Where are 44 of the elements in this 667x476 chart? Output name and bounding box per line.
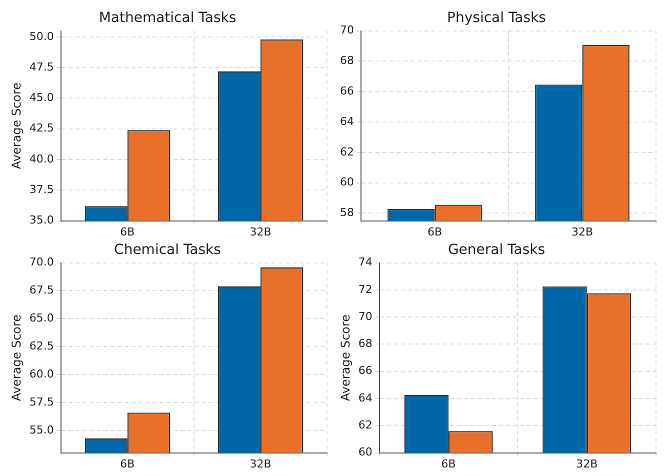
x-tick-label: 32B bbox=[250, 457, 272, 470]
y-tick-label: 74 bbox=[358, 256, 372, 269]
y-tick-label: 62 bbox=[358, 418, 372, 432]
chart-title: Physical Tasks bbox=[447, 10, 546, 26]
y-tick-label: 64 bbox=[340, 114, 354, 128]
y-tick-label: 70 bbox=[340, 24, 354, 37]
y-tick-label: 60 bbox=[358, 446, 372, 459]
y-tick-label: 35.0 bbox=[29, 214, 54, 227]
y-tick-label: 66 bbox=[358, 364, 372, 378]
chart-title: General Tasks bbox=[448, 242, 546, 258]
y-tick-label: 72 bbox=[358, 282, 372, 296]
y-tick-label: 57.5 bbox=[29, 395, 54, 408]
y-tick-label: 65.0 bbox=[29, 312, 54, 325]
y-tick-label: 60 bbox=[340, 176, 354, 189]
chart-title: Mathematical Tasks bbox=[98, 10, 236, 26]
y-axis-title: Average Score bbox=[9, 82, 24, 170]
x-tick-label: 6B bbox=[120, 225, 135, 238]
x-tick-label: 32B bbox=[576, 457, 598, 470]
y-tick-label: 42.5 bbox=[29, 122, 54, 135]
y-tick-label: 55.0 bbox=[29, 423, 54, 436]
y-tick-label: 62 bbox=[340, 145, 354, 158]
y-tick-label: 62.5 bbox=[29, 339, 54, 352]
y-tick-label: 70.0 bbox=[29, 256, 54, 269]
x-tick-label: 6B bbox=[120, 457, 135, 470]
y-tick-label: 64 bbox=[358, 391, 372, 404]
x-tick-label: 32B bbox=[571, 225, 594, 238]
y-tick-label: 40.0 bbox=[29, 152, 54, 166]
y-tick-label: 66 bbox=[340, 84, 354, 98]
chart-title: Chemical Tasks bbox=[114, 242, 221, 258]
y-tick-label: 68 bbox=[340, 54, 354, 68]
x-tick-label: 6B bbox=[427, 225, 442, 238]
y-tick-label: 37.5 bbox=[29, 183, 54, 196]
y-tick-label: 67.5 bbox=[29, 284, 54, 297]
y-axis-title: Average Score bbox=[338, 314, 352, 402]
x-tick-label: 32B bbox=[250, 225, 272, 238]
y-tick-label: 70 bbox=[358, 310, 372, 323]
y-tick-label: 50.0 bbox=[29, 30, 54, 43]
y-tick-label: 47.5 bbox=[29, 60, 54, 74]
y-axis-title: Average Score bbox=[9, 314, 24, 402]
y-tick-label: 60.0 bbox=[29, 367, 54, 380]
x-tick-label: 6B bbox=[441, 457, 456, 470]
y-tick-label: 68 bbox=[358, 337, 372, 350]
y-tick-label: 45.0 bbox=[29, 91, 54, 104]
y-tick-label: 58 bbox=[340, 206, 354, 220]
